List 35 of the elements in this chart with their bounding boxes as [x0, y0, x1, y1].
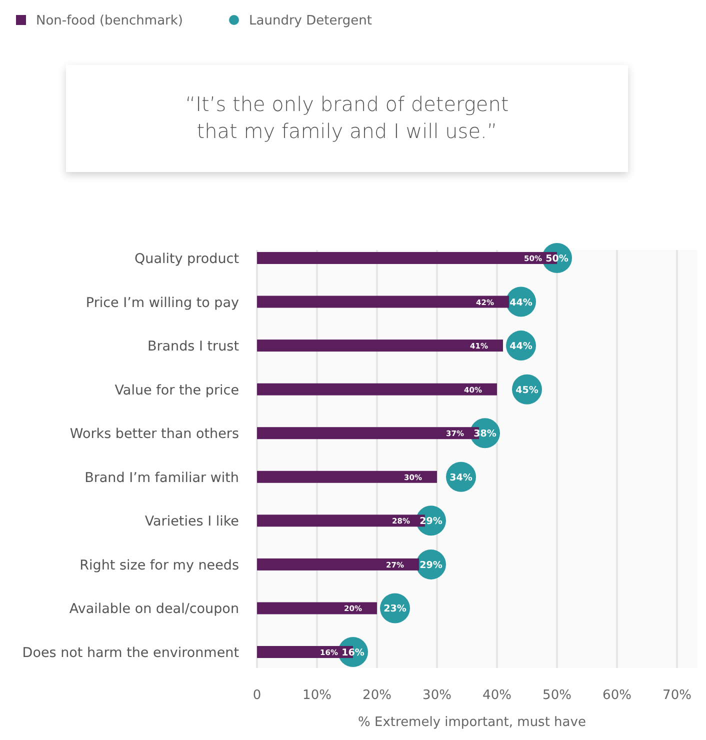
data-label: 34%	[450, 472, 473, 484]
x-tick-label: 30%	[422, 688, 452, 703]
data-label: 23%	[384, 604, 407, 615]
data-label: 44%	[510, 341, 533, 352]
x-tick-label: 70%	[662, 688, 692, 703]
x-tick-label: 10%	[302, 688, 332, 703]
x-tick-label: 50%	[542, 688, 572, 703]
text: “It’s the only brand of detergent that my family and I will use.”	[185, 92, 509, 143]
y-tick-label: Varieties I like	[144, 514, 239, 530]
data-label: 44%	[510, 297, 533, 308]
y-tick-label: Works better than others	[70, 426, 239, 442]
y-tick-label: Available on deal/coupon	[69, 601, 239, 618]
x-tick-label: 20%	[362, 688, 392, 703]
y-tick-label: Price I’m willing to pay	[86, 294, 240, 311]
bar	[257, 558, 419, 570]
y-tick-label: Brands I trust	[147, 338, 239, 355]
y-tick-label: Value for the price	[114, 382, 239, 398]
y-tick-label: Quality product	[134, 251, 239, 267]
x-tick-label: 60%	[602, 688, 632, 703]
bar	[257, 383, 497, 396]
legend-label: Non-food (benchmark)	[36, 14, 183, 28]
legend-label: Laundry Detergent	[249, 14, 372, 28]
x-tick-label: 0	[252, 688, 262, 703]
y-tick-label: Does not harm the environment	[22, 645, 239, 661]
bar	[257, 470, 437, 483]
x-tick-label: 40%	[482, 688, 512, 703]
bar	[257, 296, 509, 308]
data-label: 45%	[516, 384, 539, 396]
bar	[257, 602, 377, 614]
y-tick-label: Brand I’m familiar with	[84, 470, 239, 486]
data-label: 29%	[420, 560, 443, 571]
data-label: 50%	[546, 254, 569, 264]
bar	[257, 340, 503, 352]
x-axis-title: % Extremely important, must have	[358, 715, 586, 730]
y-tick-label: Right size for my needs	[80, 557, 239, 574]
